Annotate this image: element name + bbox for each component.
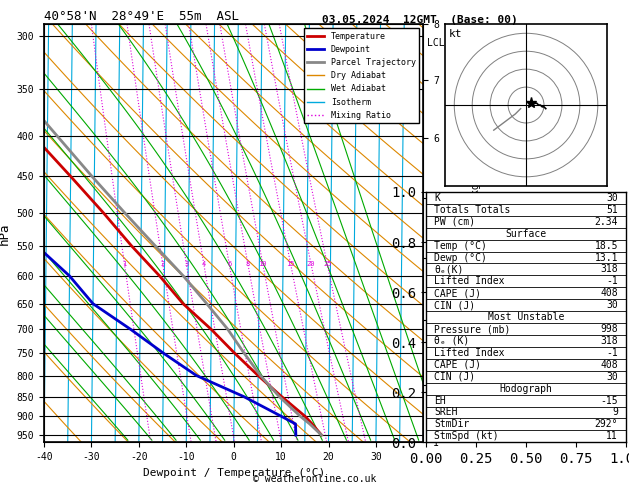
Text: 998: 998: [600, 324, 618, 334]
Text: kt: kt: [448, 29, 462, 39]
Text: 318: 318: [600, 264, 618, 275]
Text: StmDir: StmDir: [434, 419, 469, 430]
Text: 25: 25: [323, 261, 331, 267]
Text: 30: 30: [606, 372, 618, 382]
Text: 10: 10: [259, 261, 267, 267]
Text: PW (cm): PW (cm): [434, 217, 476, 227]
Text: -1: -1: [606, 348, 618, 358]
Text: StmSpd (kt): StmSpd (kt): [434, 431, 499, 441]
Text: Most Unstable: Most Unstable: [488, 312, 564, 322]
Text: 30: 30: [606, 300, 618, 310]
Text: Lifted Index: Lifted Index: [434, 277, 504, 286]
Text: Totals Totals: Totals Totals: [434, 205, 511, 215]
Text: 6: 6: [227, 261, 231, 267]
Text: -15: -15: [600, 396, 618, 405]
Text: Hodograph: Hodograph: [499, 383, 552, 394]
Text: CAPE (J): CAPE (J): [434, 360, 481, 370]
Text: 03.05.2024  12GMT  (Base: 00): 03.05.2024 12GMT (Base: 00): [322, 15, 518, 25]
Text: Mixing Ratio (g/kg): Mixing Ratio (g/kg): [471, 177, 481, 289]
Text: 2.34: 2.34: [594, 217, 618, 227]
Text: 40°58'N  28°49'E  55m  ASL: 40°58'N 28°49'E 55m ASL: [44, 10, 239, 23]
Text: θₑ (K): θₑ (K): [434, 336, 469, 346]
Text: -1: -1: [606, 277, 618, 286]
Text: CIN (J): CIN (J): [434, 372, 476, 382]
Text: θₑ(K): θₑ(K): [434, 264, 464, 275]
Text: 8: 8: [246, 261, 250, 267]
Text: CIN (J): CIN (J): [434, 300, 476, 310]
Text: 4: 4: [202, 261, 206, 267]
Text: © weatheronline.co.uk: © weatheronline.co.uk: [253, 473, 376, 484]
Y-axis label: km
ASL: km ASL: [440, 225, 462, 242]
Text: 18.5: 18.5: [594, 241, 618, 251]
Text: Surface: Surface: [506, 229, 547, 239]
Text: K: K: [434, 193, 440, 203]
Text: 11: 11: [606, 431, 618, 441]
Text: Pressure (mb): Pressure (mb): [434, 324, 511, 334]
Text: Lifted Index: Lifted Index: [434, 348, 504, 358]
X-axis label: Dewpoint / Temperature (°C): Dewpoint / Temperature (°C): [143, 468, 325, 478]
Text: EH: EH: [434, 396, 446, 405]
Text: 1: 1: [123, 261, 126, 267]
Text: 2: 2: [160, 261, 165, 267]
Text: LCL: LCL: [427, 37, 445, 48]
Text: 408: 408: [600, 288, 618, 298]
Text: Temp (°C): Temp (°C): [434, 241, 487, 251]
Text: 51: 51: [606, 205, 618, 215]
Text: 15: 15: [286, 261, 295, 267]
Text: 318: 318: [600, 336, 618, 346]
Text: 13.1: 13.1: [594, 253, 618, 262]
Text: 20: 20: [307, 261, 315, 267]
Text: 9: 9: [612, 407, 618, 417]
Text: 408: 408: [600, 360, 618, 370]
Legend: Temperature, Dewpoint, Parcel Trajectory, Dry Adiabat, Wet Adiabat, Isotherm, Mi: Temperature, Dewpoint, Parcel Trajectory…: [304, 29, 419, 123]
Text: 292°: 292°: [594, 419, 618, 430]
Text: Dewp (°C): Dewp (°C): [434, 253, 487, 262]
Text: CAPE (J): CAPE (J): [434, 288, 481, 298]
Y-axis label: hPa: hPa: [0, 222, 11, 244]
Text: SREH: SREH: [434, 407, 458, 417]
Text: 30: 30: [606, 193, 618, 203]
Text: 3: 3: [184, 261, 189, 267]
